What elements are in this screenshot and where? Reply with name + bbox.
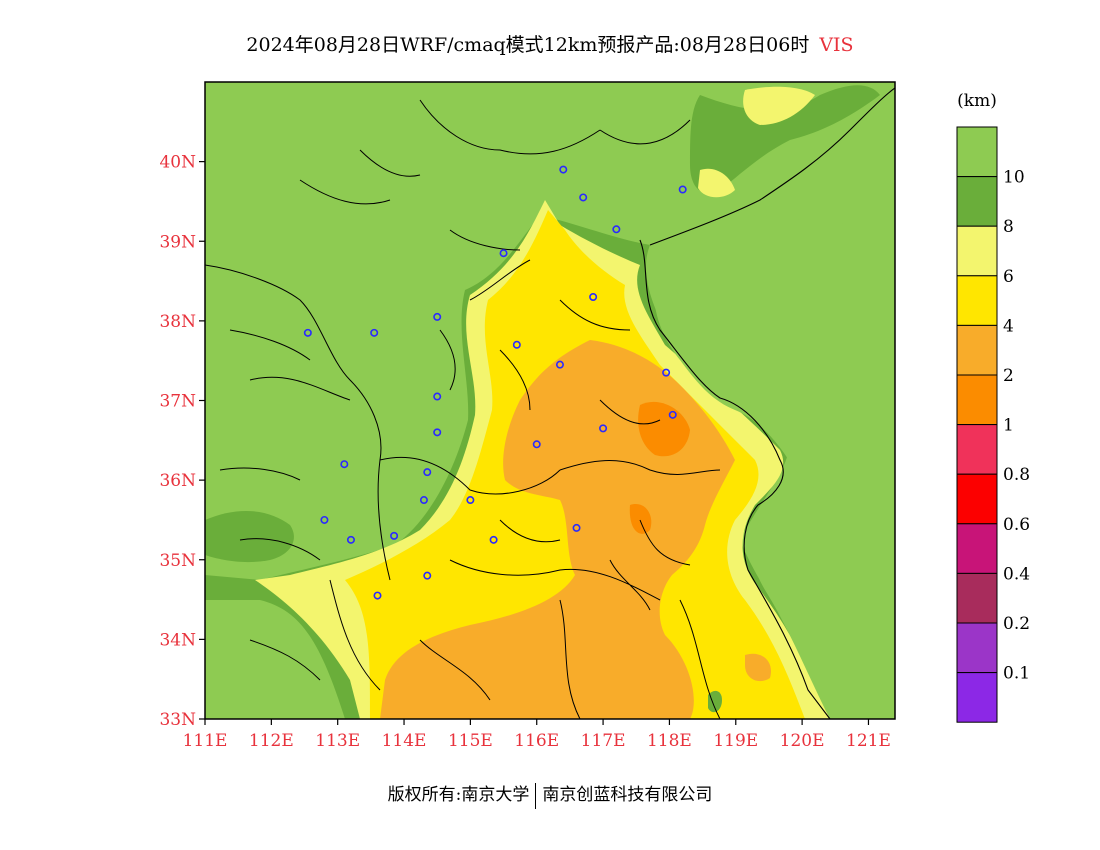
province-borders	[205, 99, 721, 719]
station-markers	[303, 165, 687, 600]
station-marker	[373, 591, 382, 600]
colorbar-swatch	[956, 275, 998, 326]
field-vis-2-4-se	[745, 653, 771, 682]
station-marker	[599, 424, 608, 433]
lat-ticks: 33N 34N 35N 36N 37N 38N 39N 40N	[159, 153, 205, 730]
title-text: 2024年08月28日WRF/cmaq模式12km预报产品:08月28日06时	[246, 34, 810, 56]
station-marker	[390, 531, 399, 540]
footer: 版权所有:南京大学 南京创蓝科技有限公司	[0, 780, 1100, 809]
lon-tick-label: 112E	[249, 731, 294, 751]
colorbar: 10 8 6 4 2 1 0.8 0.6 0.4 0.2 0.1 (km)	[956, 91, 1030, 723]
colorbar-level-label: 4	[1003, 316, 1014, 336]
lon-tick-label: 120E	[780, 731, 825, 751]
colorbar-level-label: 0.2	[1003, 614, 1030, 634]
colorbar-level-label: 0.1	[1003, 664, 1030, 684]
colorbar-unit: (km)	[957, 91, 997, 111]
station-marker	[370, 328, 379, 337]
colorbar-level-label: 0.4	[1003, 564, 1030, 584]
lon-tick-label: 113E	[315, 731, 360, 751]
colorbar-level-label: 0.6	[1003, 515, 1030, 535]
colorbar-swatch	[956, 473, 998, 525]
colorbar-level-label: 10	[1003, 168, 1025, 188]
lat-tick-label: 34N	[159, 630, 196, 650]
field-vis-1-2	[638, 401, 690, 457]
station-marker	[662, 368, 671, 377]
coastline	[639, 239, 831, 719]
station-marker	[612, 225, 621, 234]
variable-label: VIS	[819, 34, 854, 56]
colorbar-level-label: 0.8	[1003, 465, 1030, 485]
lon-tick-label: 116E	[514, 731, 559, 751]
station-marker	[572, 523, 581, 532]
station-marker	[423, 571, 432, 580]
colorbar-swatch	[956, 126, 998, 178]
field-vis-1-2-b	[629, 504, 652, 534]
station-marker	[589, 292, 598, 301]
station-marker	[559, 165, 568, 174]
footer-separator	[535, 782, 537, 809]
station-marker	[678, 185, 687, 194]
station-marker	[433, 428, 442, 437]
lake	[708, 690, 722, 713]
colorbar-swatch	[956, 572, 998, 624]
field-vis-6-8-north	[743, 86, 815, 125]
station-marker	[419, 496, 428, 505]
lon-tick-label: 117E	[581, 731, 626, 751]
sea-yellow	[752, 490, 895, 719]
lon-tick-label: 121E	[846, 731, 891, 751]
station-marker	[340, 460, 349, 469]
station-marker	[555, 360, 564, 369]
field-vis-8-10-west	[205, 510, 294, 563]
station-marker	[532, 440, 541, 449]
colorbar-swatch	[956, 523, 998, 574]
station-marker	[489, 535, 498, 544]
lat-tick-label: 36N	[159, 471, 196, 491]
field-vis-6-8-ne	[698, 168, 735, 198]
lon-tick-label: 114E	[382, 731, 427, 751]
colorbar-level-label: 6	[1003, 267, 1014, 287]
station-marker	[579, 193, 588, 202]
map-field	[205, 82, 895, 719]
station-marker	[423, 468, 432, 477]
colorbar-swatch	[956, 672, 998, 723]
colorbar-level-label: 8	[1003, 217, 1014, 237]
lon-tick-label: 118E	[647, 731, 692, 751]
lon-tick-label: 119E	[713, 731, 758, 751]
colorbar-level-label: 2	[1003, 366, 1014, 386]
sea-bohai	[653, 215, 895, 520]
colorbar-swatch	[956, 424, 998, 475]
copyright-label: 版权所有:南京大学	[387, 785, 530, 805]
station-marker	[512, 340, 521, 349]
field-vis-8-10-north	[690, 85, 880, 194]
colorbar-swatch	[956, 324, 998, 376]
lat-tick-label: 40N	[159, 153, 196, 173]
colorbar-swatch	[956, 374, 998, 426]
company-label: 南京创蓝科技有限公司	[542, 785, 713, 805]
lat-tick-label: 38N	[159, 312, 196, 332]
coastline-north	[649, 87, 895, 246]
lon-tick-label: 111E	[183, 731, 228, 751]
station-marker	[433, 312, 442, 321]
colorbar-level-label: 1	[1003, 416, 1014, 436]
map-title: 2024年08月28日WRF/cmaq模式12km预报产品:08月28日06时 V…	[0, 30, 1100, 57]
lat-tick-label: 39N	[159, 232, 196, 252]
station-marker	[668, 410, 677, 419]
station-marker	[303, 328, 312, 337]
lon-tick-label: 115E	[448, 731, 493, 751]
station-marker	[499, 249, 508, 258]
station-marker	[433, 392, 442, 401]
station-marker	[320, 515, 329, 524]
station-marker	[346, 535, 355, 544]
station-marker	[466, 496, 475, 505]
colorbar-swatch	[956, 176, 998, 227]
lat-tick-label: 35N	[159, 551, 196, 571]
lat-tick-label: 33N	[159, 710, 196, 730]
colorbar-swatch	[956, 622, 998, 674]
colorbar-swatch	[956, 225, 998, 277]
lat-tick-label: 37N	[159, 392, 196, 412]
lon-ticks: 111E 112E 113E 114E 115E 116E 117E 118E 119E 120E…	[183, 719, 891, 751]
